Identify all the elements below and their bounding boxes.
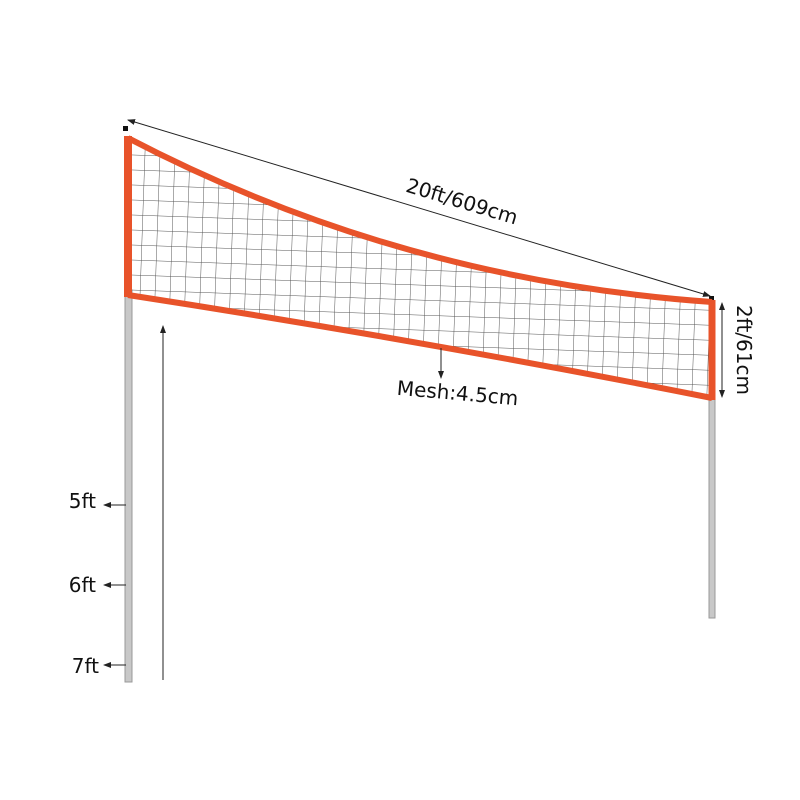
- right-pole: [708, 394, 716, 619]
- pole-cap: [123, 126, 128, 131]
- height-label: 2ft/61cm: [732, 305, 756, 395]
- pole-heights: 5ft 6ft 7ft: [69, 489, 126, 678]
- pole-cap: [709, 296, 714, 301]
- net: [124, 135, 716, 401]
- height-option: 5ft: [69, 489, 96, 513]
- left-pole: [124, 289, 133, 683]
- height-option: 6ft: [69, 573, 96, 597]
- height-option: 7ft: [72, 654, 99, 678]
- mesh-label: Mesh:4.5cm: [396, 376, 519, 411]
- length-arrow: [127, 119, 711, 297]
